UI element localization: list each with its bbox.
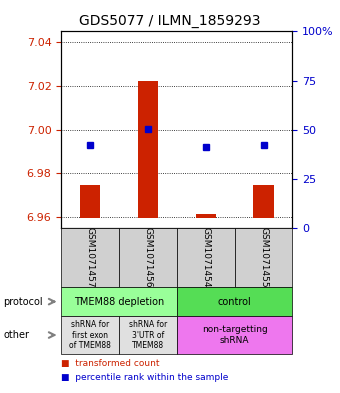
Bar [253, 185, 274, 218]
Bar [80, 185, 100, 218]
Text: GSM1071455: GSM1071455 [259, 227, 268, 288]
Bar [138, 81, 158, 218]
Text: TMEM88 depletion: TMEM88 depletion [74, 297, 164, 307]
Bar [195, 214, 216, 218]
Text: protocol: protocol [3, 297, 43, 307]
Text: non-targetting
shRNA: non-targetting shRNA [202, 325, 268, 345]
Text: ■  percentile rank within the sample: ■ percentile rank within the sample [61, 373, 228, 382]
Text: ■  transformed count: ■ transformed count [61, 359, 160, 368]
Text: other: other [3, 330, 29, 340]
Text: GSM1071456: GSM1071456 [143, 227, 152, 288]
Text: shRNA for
3'UTR of
TMEM88: shRNA for 3'UTR of TMEM88 [129, 320, 167, 350]
Text: GDS5077 / ILMN_1859293: GDS5077 / ILMN_1859293 [79, 14, 261, 28]
Text: control: control [218, 297, 252, 307]
Text: GSM1071454: GSM1071454 [201, 227, 210, 288]
Text: shRNA for
first exon
of TMEM88: shRNA for first exon of TMEM88 [69, 320, 111, 350]
Text: GSM1071457: GSM1071457 [86, 227, 95, 288]
